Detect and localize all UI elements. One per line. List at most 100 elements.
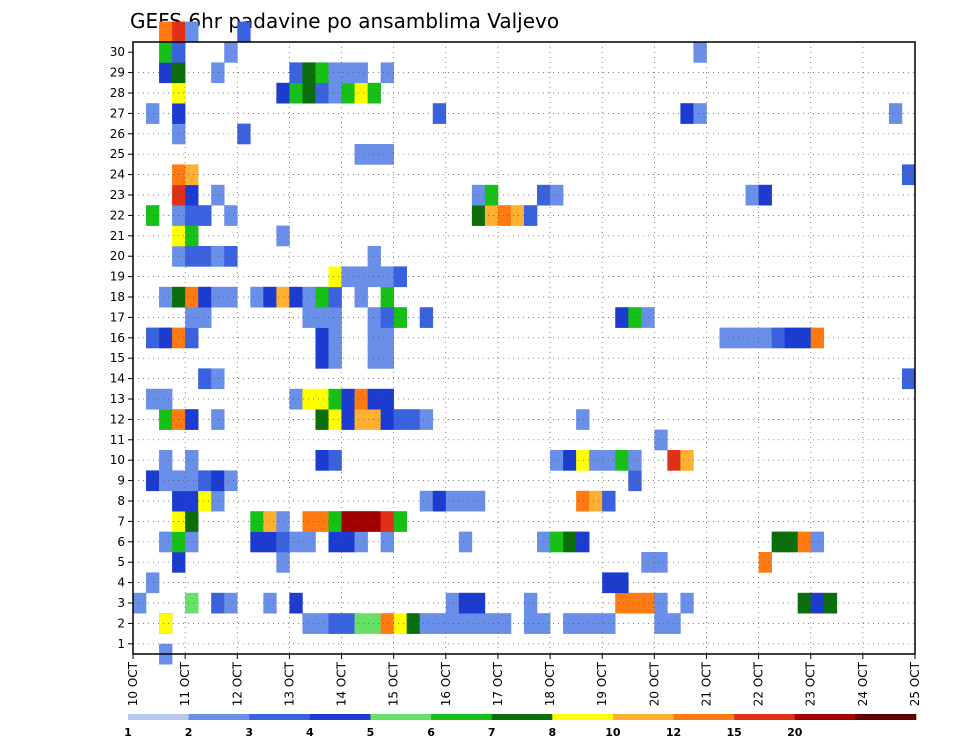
- heatmap-cell: [784, 327, 798, 349]
- heatmap-cell: [641, 307, 655, 328]
- y-tick-label: 22: [110, 208, 125, 222]
- heatmap-cell: [380, 307, 394, 328]
- heatmap-cell: [445, 490, 460, 512]
- y-tick-label: 18: [110, 290, 125, 304]
- heatmap-cell: [198, 205, 212, 226]
- heatmap-cell: [810, 327, 825, 349]
- x-tick-label: 22 OCT: [752, 661, 766, 706]
- heatmap-cell: [354, 388, 368, 410]
- heatmap-cell: [263, 286, 277, 308]
- legend-label: 8: [548, 726, 556, 739]
- heatmap-cell: [328, 409, 342, 430]
- heatmap-cell: [628, 307, 642, 328]
- heatmap-cell: [367, 409, 381, 430]
- heatmap-cell: [159, 286, 173, 308]
- heatmap-cell: [432, 490, 447, 512]
- heatmap-cell: [380, 348, 394, 369]
- heatmap-cell: [693, 103, 707, 124]
- heatmap-cell: [289, 286, 303, 308]
- heatmap-cell: [211, 409, 225, 430]
- y-tick-label: 21: [110, 229, 125, 243]
- heatmap-cell: [289, 62, 303, 84]
- heatmap-cell: [354, 144, 368, 165]
- chart-title: GEFS 6hr padavine po ansamblima Valjevo: [130, 9, 559, 33]
- heatmap-cell: [458, 531, 473, 553]
- heatmap-cell: [159, 42, 173, 63]
- heatmap-cell: [159, 531, 173, 553]
- heatmap-cell: [797, 592, 812, 614]
- heatmap-cell: [419, 409, 434, 430]
- heatmap-cell: [367, 348, 381, 369]
- heatmap-cell: [576, 450, 590, 471]
- heatmap-cell: [484, 205, 499, 226]
- heatmap-cell: [315, 388, 329, 410]
- heatmap-cell: [250, 511, 264, 532]
- y-tick-label: 10: [110, 453, 125, 467]
- heatmap-cell: [211, 62, 225, 84]
- heatmap-cell: [367, 82, 381, 104]
- y-tick-label: 30: [110, 45, 125, 59]
- heatmap-cell: [589, 613, 603, 634]
- legend-swatch: [188, 714, 250, 720]
- heatmap-cell: [315, 82, 329, 104]
- y-tick-label: 7: [117, 514, 125, 528]
- heatmap-cell: [302, 388, 316, 410]
- heatmap-cell: [745, 184, 759, 206]
- y-tick-label: 5: [117, 555, 125, 569]
- heatmap-cell: [146, 205, 160, 226]
- y-tick-label: 20: [110, 249, 125, 263]
- heatmap-cell: [367, 613, 381, 634]
- heatmap-cell: [524, 592, 538, 614]
- heatmap-cell: [680, 592, 694, 614]
- heatmap-cell: [654, 429, 668, 451]
- heatmap-cell: [185, 511, 199, 532]
- heatmap-cell: [367, 327, 381, 349]
- y-tick-label: 2: [117, 616, 125, 630]
- heatmap-cell: [315, 613, 329, 634]
- heatmap-cell: [328, 327, 342, 349]
- heatmap-cell: [667, 613, 681, 634]
- heatmap-cell: [732, 327, 746, 349]
- heatmap-cell: [419, 307, 434, 328]
- y-tick-label: 17: [110, 310, 125, 324]
- heatmap-cell: [328, 511, 342, 532]
- legend-swatch: [734, 714, 796, 720]
- heatmap-cell: [680, 103, 694, 124]
- heatmap-cell: [367, 144, 381, 165]
- heatmap-cell: [185, 286, 199, 308]
- heatmap-cell: [354, 82, 368, 104]
- heatmap-cell: [393, 511, 407, 532]
- heatmap-cell: [289, 592, 303, 614]
- heatmap-cell: [146, 470, 160, 492]
- heatmap-cell: [328, 286, 342, 308]
- heatmap-cell: [315, 348, 329, 369]
- heatmap-cell: [810, 592, 825, 614]
- heatmap-cell: [354, 266, 368, 288]
- heatmap-cell: [198, 368, 212, 390]
- heatmap-cell: [302, 82, 316, 104]
- plot-frame: [132, 41, 916, 655]
- heatmap-cell: [563, 613, 577, 634]
- y-tick-label: 27: [110, 106, 125, 120]
- x-tick-label: 12 OCT: [230, 661, 244, 706]
- heatmap-cell: [367, 511, 381, 532]
- heatmap-cell: [367, 266, 381, 288]
- heatmap-cell: [354, 409, 368, 430]
- heatmap-cell: [550, 184, 564, 206]
- heatmap-cell: [680, 450, 694, 471]
- heatmap-cell: [263, 592, 277, 614]
- heatmap-cells: [133, 21, 916, 665]
- heatmap-cell: [185, 21, 199, 43]
- heatmap-cell: [211, 286, 225, 308]
- heatmap-cell: [211, 184, 225, 206]
- heatmap-cell: [302, 511, 316, 532]
- color-legend: 1 2 3 4 5 6 7 8 10 12 15 20: [124, 714, 917, 739]
- legend-label: 4: [306, 726, 314, 739]
- heatmap-cell: [328, 266, 342, 288]
- heatmap-cell: [198, 470, 212, 492]
- heatmap-cell: [315, 286, 329, 308]
- heatmap-cell: [159, 450, 173, 471]
- heatmap-cell: [641, 552, 655, 573]
- x-tick-label: 25 OCT: [908, 661, 922, 706]
- heatmap-cell: [185, 307, 199, 328]
